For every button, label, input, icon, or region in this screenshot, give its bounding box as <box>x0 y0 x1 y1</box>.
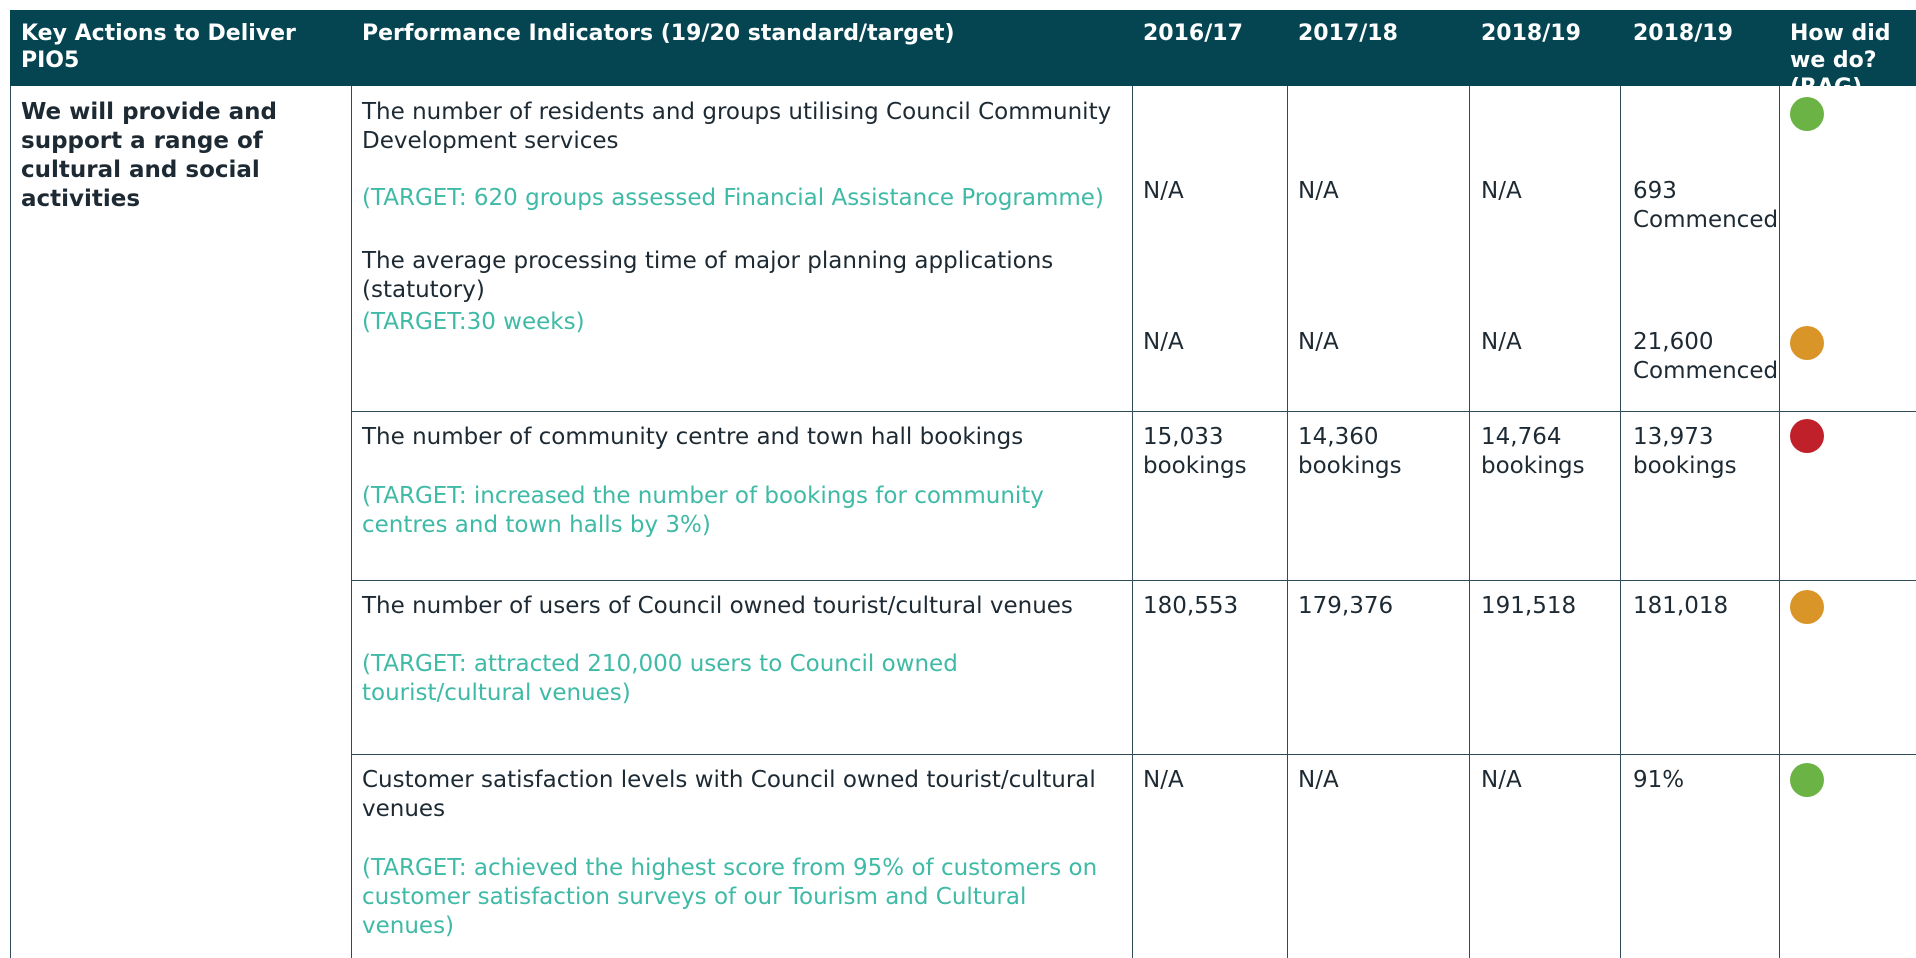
column-border <box>1779 86 1780 958</box>
indicator: Customer satisfaction levels with Counci… <box>362 767 1096 822</box>
column-border <box>1469 86 1470 958</box>
target: (TARGET: increased the number of booking… <box>362 483 1044 538</box>
value-cell: N/A <box>1481 178 1522 204</box>
value-cell: N/A <box>1143 329 1184 355</box>
rag-status <box>1790 326 1824 360</box>
header-cell: 2018/19 <box>1481 21 1581 46</box>
target: (TARGET: attracted 210,000 users to Coun… <box>362 651 958 706</box>
value-cell: 21,600 Commenced <box>1633 329 1779 384</box>
value-cell: 181,018 <box>1633 593 1729 619</box>
rag-status <box>1790 419 1824 453</box>
column-border <box>1287 86 1288 958</box>
value-cell: 15,033 bookings <box>1143 424 1247 479</box>
header-cell: How did we do? (RAG) <box>1790 21 1891 100</box>
target: (TARGET: achieved the highest score from… <box>362 855 1098 939</box>
indicator: The number of residents and groups utili… <box>362 99 1112 154</box>
value-cell: N/A <box>1298 178 1339 204</box>
column-border <box>10 86 11 958</box>
column-border <box>1132 86 1133 958</box>
indicator: The average processing time of major pla… <box>362 248 1054 303</box>
value-cell: 91% <box>1633 767 1685 793</box>
row-border <box>351 411 1916 412</box>
indicator: The number of community centre and town … <box>362 424 1024 450</box>
value-cell: N/A <box>1143 178 1184 204</box>
value-cell: N/A <box>1481 767 1522 793</box>
value-cell: N/A <box>1481 329 1522 355</box>
key-action: We will provide and support a range of c… <box>21 99 277 212</box>
header-cell: Performance Indicators (19/20 standard/t… <box>362 21 955 46</box>
header-bar <box>10 10 1916 86</box>
value-cell: 14,360 bookings <box>1298 424 1402 479</box>
header-cell: 2018/19 <box>1633 21 1733 46</box>
row-border <box>351 580 1916 581</box>
value-cell: N/A <box>1298 767 1339 793</box>
value-cell: 693 Commenced <box>1633 178 1779 233</box>
row-border <box>351 754 1916 755</box>
header-cell: 2016/17 <box>1143 21 1243 46</box>
value-cell: 13,973 bookings <box>1633 424 1737 479</box>
header-cell: 2017/18 <box>1298 21 1398 46</box>
rag-status <box>1790 97 1824 131</box>
target: (TARGET: 620 groups assessed Financial A… <box>362 185 1104 211</box>
value-cell: 14,764 bookings <box>1481 424 1585 479</box>
value-cell: N/A <box>1143 767 1184 793</box>
column-border <box>351 86 352 958</box>
rag-status <box>1790 763 1824 797</box>
header-cell: Key Actions to Deliver PIO5 <box>21 21 296 73</box>
indicator: The number of users of Council owned tou… <box>362 593 1073 619</box>
value-cell: 179,376 <box>1298 593 1394 619</box>
value-cell: 191,518 <box>1481 593 1577 619</box>
rag-status <box>1790 590 1824 624</box>
target: (TARGET:30 weeks) <box>362 309 585 335</box>
value-cell: N/A <box>1298 329 1339 355</box>
value-cell: 180,553 <box>1143 593 1239 619</box>
column-border <box>1620 86 1621 958</box>
